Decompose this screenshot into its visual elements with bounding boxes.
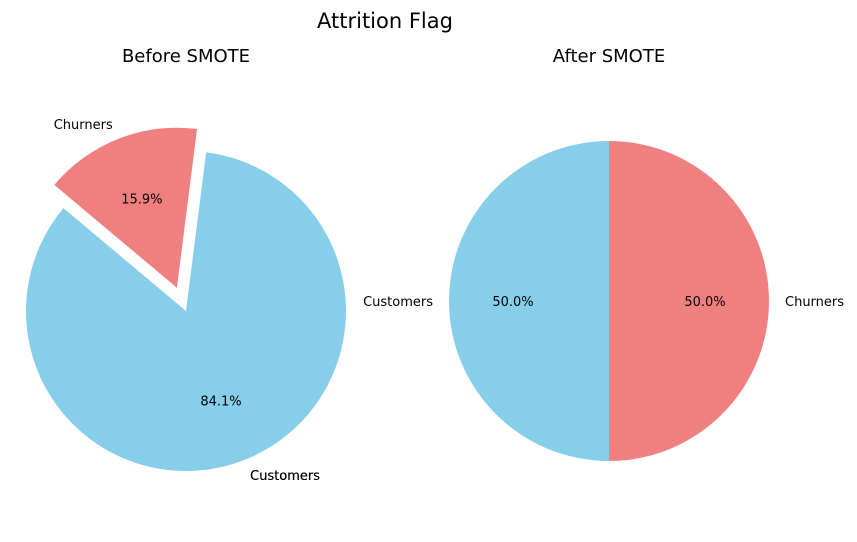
figure-title: Attrition Flag xyxy=(317,9,453,33)
slice-percent-churners: 15.9% xyxy=(121,192,162,207)
pie-slice-churners xyxy=(54,127,198,288)
slice-percent-churners: 50.0% xyxy=(684,295,725,310)
slice-label-churners: Churners xyxy=(54,118,113,133)
slice-percent-customers: 50.0% xyxy=(492,295,533,310)
pie-title-before-smote: Before SMOTE xyxy=(122,46,250,67)
pie-title-after-smote: After SMOTE xyxy=(553,46,665,67)
extra-label-customers: Customers xyxy=(250,469,320,484)
slice-label-customers: Customers xyxy=(250,469,320,484)
pie-chart-after-smote: After SMOTE Customers 50.0% Churners 50.0% xyxy=(363,46,844,461)
pie-chart-before-smote: Before SMOTE Customers 84.1% Churners 15.9%… xyxy=(25,46,346,484)
pie-slice-customers xyxy=(25,152,346,471)
slice-label-churners: Churners xyxy=(785,295,844,310)
slice-label-customers: Customers xyxy=(363,295,433,310)
pie-slice-customers xyxy=(449,141,609,461)
pie-slice-churners xyxy=(609,141,769,461)
slice-percent-customers: 84.1% xyxy=(200,394,241,409)
